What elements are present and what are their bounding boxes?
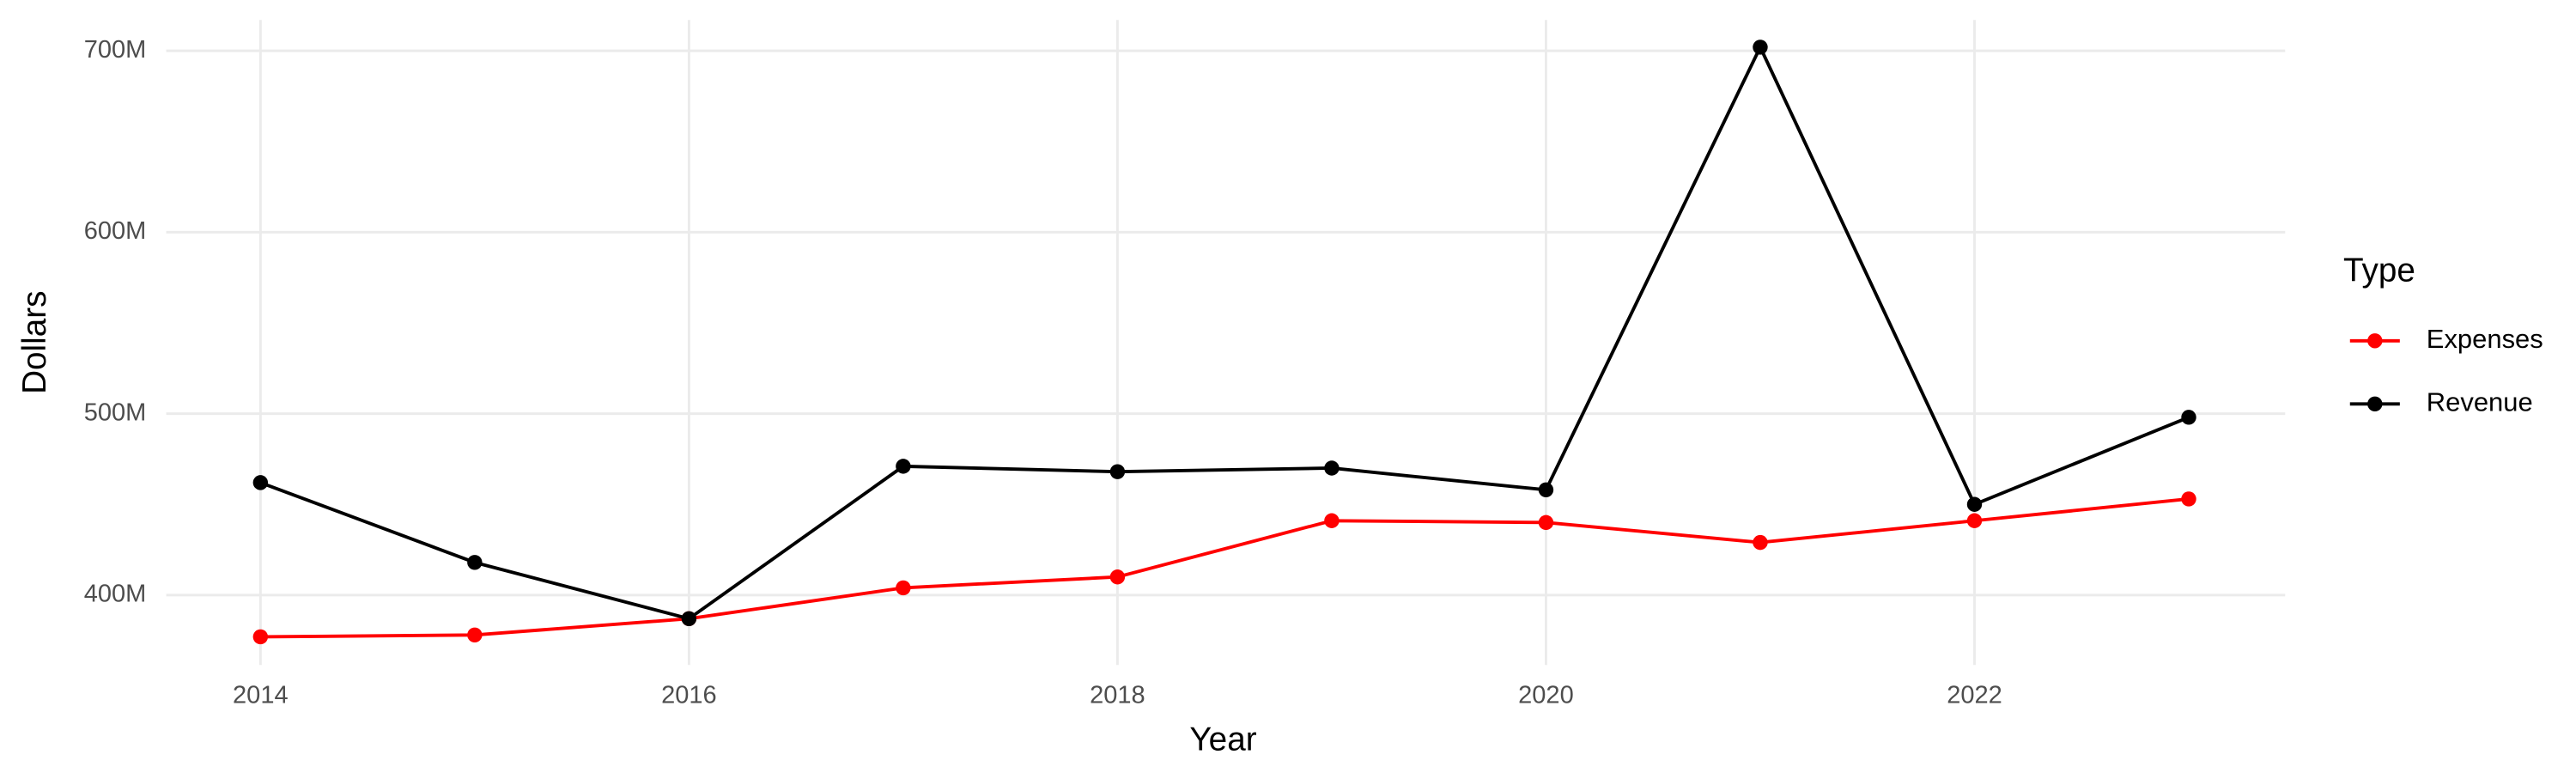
data-point xyxy=(467,627,483,643)
legend-key-point xyxy=(2367,396,2383,412)
data-point xyxy=(896,580,911,596)
x-tick-label: 2018 xyxy=(1090,682,1145,709)
y-axis-title: Dollars xyxy=(16,291,53,394)
data-point xyxy=(252,475,269,490)
y-tick-label: 500M xyxy=(84,399,147,426)
data-point xyxy=(1753,534,1768,551)
x-tick-label: 2022 xyxy=(1947,682,2002,709)
data-point xyxy=(1966,496,1983,512)
data-point xyxy=(1753,40,1768,55)
data-point xyxy=(1324,460,1340,476)
data-point xyxy=(896,459,911,474)
data-point xyxy=(1109,464,1126,479)
y-tick-label: 400M xyxy=(84,581,147,608)
y-tick-label: 600M xyxy=(84,217,147,245)
data-point xyxy=(1538,482,1554,498)
data-point xyxy=(681,611,697,627)
data-point xyxy=(2181,491,2196,507)
data-point xyxy=(1324,513,1340,528)
x-tick-label: 2016 xyxy=(661,682,717,709)
legend-label: Revenue xyxy=(2427,386,2533,417)
series-line xyxy=(260,496,2190,639)
data-point xyxy=(2181,410,2196,425)
data-point xyxy=(467,555,483,570)
x-tick-label: 2014 xyxy=(233,682,289,709)
data-point xyxy=(1538,514,1554,531)
legend-label: Expenses xyxy=(2427,324,2543,354)
data-point xyxy=(252,629,269,645)
y-tick-label: 700M xyxy=(84,36,147,64)
data-point xyxy=(1109,569,1126,585)
series-line xyxy=(259,43,2190,621)
x-tick-label: 2020 xyxy=(1518,682,1574,709)
legend-title: Type xyxy=(2343,253,2415,289)
legend-key-point xyxy=(2367,333,2383,349)
x-axis-title: Year xyxy=(1189,721,1256,758)
data-point xyxy=(1966,513,1983,528)
